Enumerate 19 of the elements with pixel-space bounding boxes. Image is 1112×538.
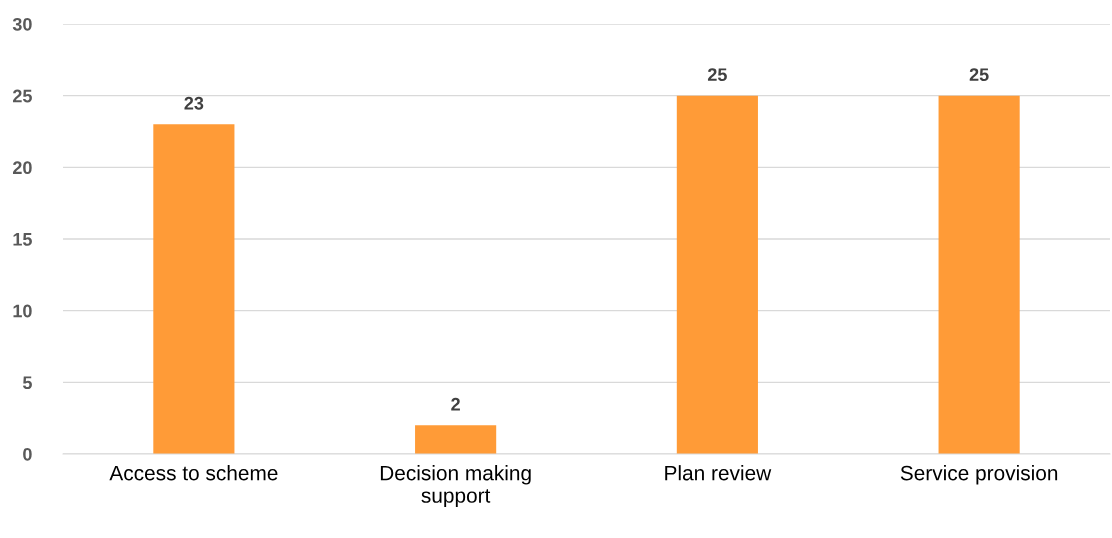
- data-label: 25: [969, 68, 989, 81]
- bar: [415, 425, 497, 454]
- bar: [676, 95, 758, 454]
- bar: [153, 124, 235, 454]
- x-tick-label: Decision making support: [380, 465, 531, 507]
- y-tick-label: 25: [12, 89, 32, 103]
- bar: [938, 95, 1020, 454]
- x-tick-label: Plan review: [665, 465, 772, 481]
- y-tick-label: 0: [23, 447, 32, 461]
- data-label: 23: [184, 96, 204, 110]
- y-tick-label: 15: [13, 233, 32, 246]
- y-tick-label: 10: [13, 304, 32, 318]
- y-tick-label: 20: [12, 161, 32, 175]
- data-label: 2: [451, 397, 460, 411]
- x-tick-label: Service provision: [900, 465, 1058, 485]
- x-tick-label: Access to scheme: [109, 465, 278, 481]
- data-label: 25: [707, 68, 727, 81]
- y-tick-label: 30: [12, 17, 32, 31]
- y-tick-label: 5: [22, 376, 32, 390]
